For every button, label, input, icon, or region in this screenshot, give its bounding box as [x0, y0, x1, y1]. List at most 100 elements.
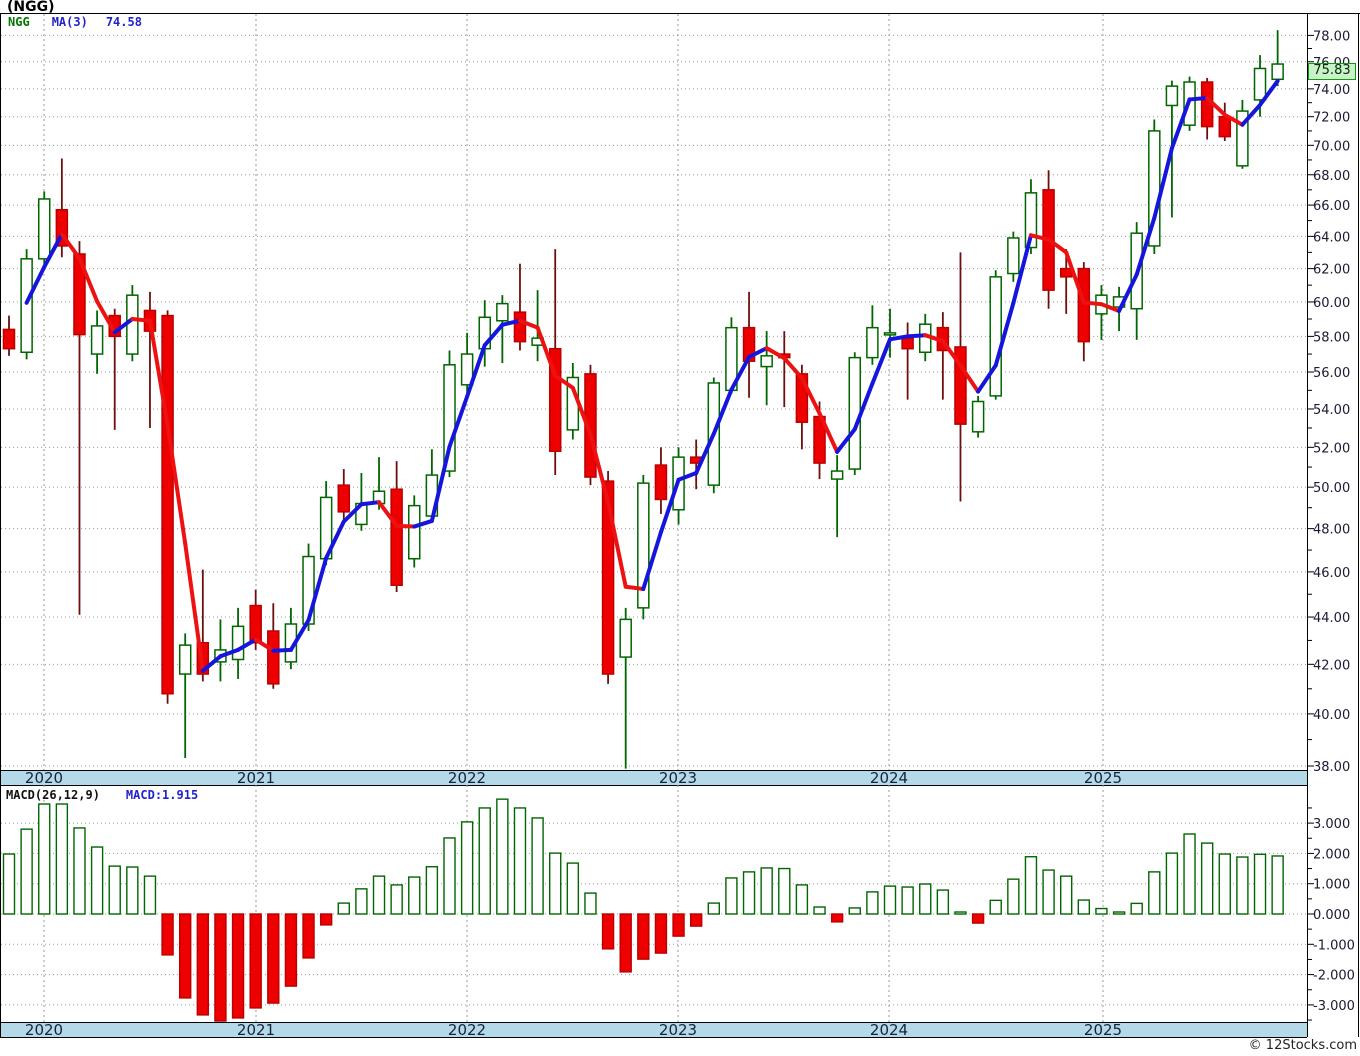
macd-bar	[707, 902, 720, 915]
year-label: 2025	[1084, 1021, 1122, 1039]
ma-line-segment	[958, 363, 981, 394]
ma-line-segment	[500, 318, 522, 327]
year-label: 2025	[1084, 769, 1122, 787]
ma-line-segment	[447, 394, 470, 449]
candle-body	[1271, 63, 1284, 81]
macd-bar	[284, 913, 298, 987]
ma-line-segment	[288, 618, 311, 652]
ma-line-segment	[940, 339, 963, 368]
candle-body	[460, 353, 474, 386]
macd-bar	[1200, 842, 1214, 915]
ma-line-segment	[236, 637, 258, 652]
ma-line-segment	[658, 477, 681, 535]
macd-current-value: MACD:1.915	[125, 788, 199, 802]
year-label: 2020	[25, 769, 63, 787]
candle-body	[90, 325, 104, 355]
ma-line-segment	[165, 422, 188, 546]
price-axis-label: 74.00	[1313, 83, 1350, 98]
ma-line-segment	[412, 518, 434, 529]
candle-body	[971, 400, 985, 433]
ma-line-segment	[377, 500, 399, 528]
ma-line-segment	[218, 647, 241, 659]
macd-axis-label: 2.000	[1313, 847, 1350, 862]
macd-bar	[355, 888, 368, 915]
ma-line-segment	[24, 264, 47, 305]
macd-bar	[302, 913, 315, 959]
ma-line-segment	[517, 318, 540, 330]
ma-line-segment	[77, 256, 100, 304]
macd-bar	[38, 803, 51, 915]
macd-bar	[161, 913, 174, 956]
macd-bar	[126, 866, 139, 915]
ma-line-segment	[570, 385, 593, 437]
candle-body	[1024, 192, 1038, 249]
macd-bar	[513, 807, 527, 915]
price-axis-label: 44.00	[1313, 611, 1350, 626]
macd-bar	[901, 886, 914, 915]
macd-axis-label: 1.000	[1313, 878, 1350, 893]
legend-ma-label: MA(3)	[51, 15, 88, 29]
candle-body	[443, 364, 456, 472]
candle-body	[883, 332, 897, 336]
candle-body	[390, 488, 403, 586]
macd-bar	[601, 913, 615, 950]
macd-bar	[619, 913, 632, 973]
candle-body	[654, 464, 668, 501]
ma-line-segment	[95, 299, 117, 335]
ma-line-segment	[888, 334, 910, 342]
price-axis-label: 54.00	[1313, 403, 1350, 418]
ma-line-segment	[588, 432, 611, 505]
ma-line-segment	[465, 343, 487, 399]
macd-bar	[549, 852, 562, 915]
ma-line-segment	[271, 647, 293, 653]
ma-line-segment	[606, 500, 628, 589]
macd-bar	[566, 862, 580, 915]
price-axis-label: 52.00	[1313, 441, 1350, 456]
macd-bar	[249, 913, 262, 1009]
ma-line-segment	[905, 333, 928, 339]
macd-bar	[531, 817, 544, 915]
macd-bar	[971, 913, 985, 924]
ma-line-segment	[394, 523, 417, 529]
macd-bar	[496, 798, 509, 915]
candle-body	[267, 630, 280, 685]
copyright-label: © 12Stocks.com	[1248, 1038, 1357, 1053]
ma-line-segment	[1134, 216, 1157, 277]
macd-bar	[1095, 907, 1108, 915]
macd-bar	[813, 906, 826, 915]
macd-axis-label: -3.000	[1313, 999, 1355, 1014]
candle-body	[1059, 267, 1073, 278]
ma-line-segment	[676, 471, 699, 482]
macd-bar	[1024, 856, 1038, 915]
candle-body	[1165, 85, 1179, 107]
ma-line-segment	[482, 322, 505, 348]
candle-body	[830, 470, 844, 480]
candle-body	[795, 373, 809, 423]
price-axis-label: 68.00	[1313, 169, 1350, 184]
macd-bar	[1271, 855, 1284, 915]
candle-body	[178, 644, 192, 675]
year-label: 2024	[870, 1021, 908, 1039]
macd-bar	[1130, 902, 1143, 915]
candle-body	[619, 618, 632, 658]
year-label: 2023	[659, 769, 697, 787]
macd-bar	[90, 846, 104, 915]
price-axis-label: 70.00	[1313, 139, 1350, 154]
ma-line-segment	[306, 555, 329, 623]
ma-line-segment	[694, 431, 716, 476]
macd-bar	[919, 883, 932, 915]
macd-bar	[178, 913, 192, 999]
year-label: 2021	[237, 1021, 275, 1039]
price-axis-label: 64.00	[1313, 230, 1350, 245]
macd-bar	[319, 913, 333, 926]
macd-bar	[1077, 899, 1091, 915]
ma-line-segment	[1222, 112, 1245, 127]
ma-line-segment	[1187, 96, 1210, 102]
macd-bar	[73, 827, 86, 915]
ma-line-segment	[183, 541, 205, 673]
macd-bar	[1007, 878, 1020, 915]
macd-bar	[408, 876, 421, 915]
macd-bar	[1148, 871, 1161, 915]
macd-bar	[390, 884, 403, 915]
year-label: 2022	[448, 1021, 486, 1039]
